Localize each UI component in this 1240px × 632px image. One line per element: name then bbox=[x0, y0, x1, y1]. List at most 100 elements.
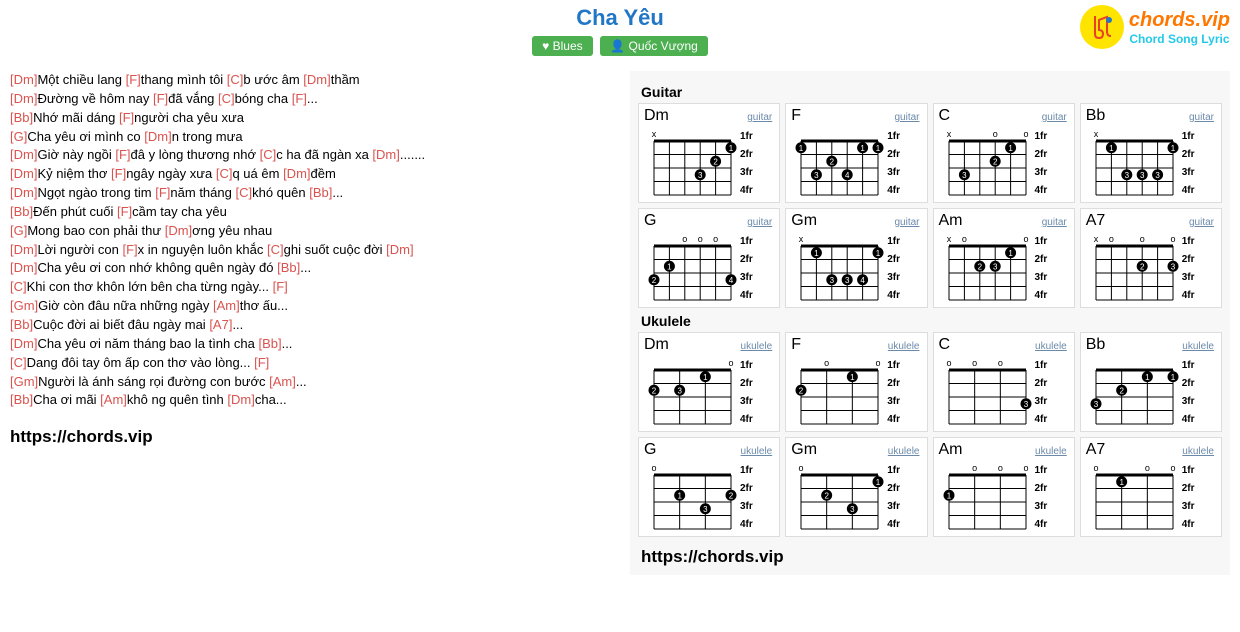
chord-box[interactable]: Gmukuleleo1231fr2fr3fr4fr bbox=[785, 437, 927, 537]
svg-text:o: o bbox=[1023, 463, 1028, 473]
chord-marker[interactable]: [Dm] bbox=[10, 147, 37, 162]
chord-box[interactable]: Bbukulele11231fr2fr3fr4fr bbox=[1080, 332, 1222, 432]
instrument-link[interactable]: ukulele bbox=[888, 341, 920, 352]
chord-marker[interactable]: [Dm] bbox=[303, 72, 330, 87]
chord-marker[interactable]: [Bb] bbox=[277, 260, 300, 275]
chord-box[interactable]: Gukuleleo1231fr2fr3fr4fr bbox=[638, 437, 780, 537]
instrument-link[interactable]: guitar bbox=[894, 217, 919, 228]
chord-marker[interactable]: [Bb] bbox=[309, 185, 332, 200]
chord-box[interactable]: Amguitarxoo1231fr2fr3fr4fr bbox=[933, 208, 1075, 308]
instrument-link[interactable]: guitar bbox=[894, 112, 919, 123]
chord-box[interactable]: Bbguitarx113331fr2fr3fr4fr bbox=[1080, 103, 1222, 203]
chord-marker[interactable]: [Dm] bbox=[386, 242, 413, 257]
chord-marker[interactable]: [Am] bbox=[269, 374, 296, 389]
instrument-link[interactable]: ukulele bbox=[1182, 341, 1214, 352]
chord-marker[interactable]: [Bb] bbox=[10, 204, 33, 219]
chord-marker[interactable]: [A7] bbox=[209, 317, 232, 332]
chord-marker[interactable]: [F] bbox=[122, 242, 137, 257]
chord-marker[interactable]: [Dm] bbox=[10, 72, 37, 87]
instrument-link[interactable]: guitar bbox=[1042, 217, 1067, 228]
chord-marker[interactable]: [F] bbox=[153, 91, 168, 106]
genre-tag[interactable]: ♥ Blues bbox=[532, 36, 592, 56]
chord-marker[interactable]: [F] bbox=[115, 147, 130, 162]
chord-marker[interactable]: [C] bbox=[10, 279, 27, 294]
fret-labels: 1fr2fr3fr4fr bbox=[884, 127, 900, 199]
chord-box[interactable]: Cukuleleooo31fr2fr3fr4fr bbox=[933, 332, 1075, 432]
chord-box[interactable]: A7guitarxooo231fr2fr3fr4fr bbox=[1080, 208, 1222, 308]
chord-marker[interactable]: [Dm] bbox=[165, 223, 192, 238]
lyric-text: đâ y lòng thương nhớ bbox=[131, 147, 260, 162]
site-link[interactable]: https://chords.vip bbox=[10, 425, 620, 450]
chord-diagram: ooo124 bbox=[642, 232, 737, 304]
chord-marker[interactable]: [F] bbox=[111, 166, 126, 181]
chord-box[interactable]: Amukuleleooo11fr2fr3fr4fr bbox=[933, 437, 1075, 537]
instrument-link[interactable]: guitar bbox=[747, 112, 772, 123]
chord-marker[interactable]: [Bb] bbox=[10, 317, 33, 332]
author-tag[interactable]: 👤 Quốc Vượng bbox=[600, 36, 708, 56]
svg-text:o: o bbox=[651, 463, 656, 473]
chord-box[interactable]: Gguitarooo1241fr2fr3fr4fr bbox=[638, 208, 780, 308]
chord-marker[interactable]: [Dm] bbox=[10, 91, 37, 106]
chord-marker[interactable]: [Am] bbox=[100, 392, 127, 407]
chord-box[interactable]: Fukuleleoo121fr2fr3fr4fr bbox=[785, 332, 927, 432]
svg-text:1: 1 bbox=[861, 144, 866, 153]
chord-marker[interactable]: [F] bbox=[155, 185, 170, 200]
chord-marker[interactable]: [C] bbox=[10, 355, 27, 370]
chord-marker[interactable]: [Dm] bbox=[10, 166, 37, 181]
chord-marker[interactable]: [C] bbox=[267, 242, 284, 257]
chord-marker[interactable]: [F] bbox=[117, 204, 132, 219]
instrument-link[interactable]: ukulele bbox=[1035, 341, 1067, 352]
chord-marker[interactable]: [Dm] bbox=[10, 260, 37, 275]
chord-marker[interactable]: [C] bbox=[216, 166, 233, 181]
chord-marker[interactable]: [Am] bbox=[213, 298, 240, 313]
lyric-line: [Dm]Kỷ niệm thơ [F]ngây ngày xưa [C]q uá… bbox=[10, 165, 620, 184]
panel-site-link[interactable]: https://chords.vip bbox=[638, 547, 1222, 567]
chord-box[interactable]: Dmukuleleo1231fr2fr3fr4fr bbox=[638, 332, 780, 432]
chord-marker[interactable]: [Dm] bbox=[144, 129, 171, 144]
chord-marker[interactable]: [Bb] bbox=[258, 336, 281, 351]
instrument-link[interactable]: guitar bbox=[1189, 112, 1214, 123]
chord-marker[interactable]: [G] bbox=[10, 129, 27, 144]
chord-marker[interactable]: [Gm] bbox=[10, 298, 38, 313]
chord-box[interactable]: A7ukuleleooo11fr2fr3fr4fr bbox=[1080, 437, 1222, 537]
svg-text:o: o bbox=[972, 358, 977, 368]
chord-marker[interactable]: [Bb] bbox=[10, 392, 33, 407]
chord-marker[interactable]: [C] bbox=[218, 91, 235, 106]
lyric-text: Nhớ mãi dáng bbox=[33, 110, 119, 125]
chord-marker[interactable]: [Dm] bbox=[10, 242, 37, 257]
instrument-link[interactable]: ukulele bbox=[1182, 446, 1214, 457]
chord-diagram: xooo23 bbox=[1084, 232, 1179, 304]
chord-marker[interactable]: [C] bbox=[227, 72, 244, 87]
site-logo[interactable]: chords.vip Chord Song Lyric bbox=[1080, 5, 1230, 49]
chord-box[interactable]: Dmguitarx1231fr2fr3fr4fr bbox=[638, 103, 780, 203]
chord-marker[interactable]: [Gm] bbox=[10, 374, 38, 389]
chord-marker[interactable]: [C] bbox=[260, 147, 277, 162]
chord-marker[interactable]: [Dm] bbox=[227, 392, 254, 407]
instrument-link[interactable]: ukulele bbox=[1035, 446, 1067, 457]
chord-marker[interactable]: [Dm] bbox=[372, 147, 399, 162]
chord-box[interactable]: Cguitarxoo1231fr2fr3fr4fr bbox=[933, 103, 1075, 203]
chord-diagram: 111234 bbox=[789, 127, 884, 199]
chord-marker[interactable]: [Bb] bbox=[10, 110, 33, 125]
instrument-link[interactable]: ukulele bbox=[741, 341, 773, 352]
chord-box[interactable]: Fguitar1112341fr2fr3fr4fr bbox=[785, 103, 927, 203]
chord-marker[interactable]: [C] bbox=[235, 185, 252, 200]
chord-marker[interactable]: [F] bbox=[292, 91, 307, 106]
instrument-link[interactable]: guitar bbox=[1042, 112, 1067, 123]
chord-marker[interactable]: [F] bbox=[254, 355, 269, 370]
instrument-link[interactable]: guitar bbox=[1189, 217, 1214, 228]
chord-marker[interactable]: [F] bbox=[273, 279, 288, 294]
instrument-link[interactable]: guitar bbox=[747, 217, 772, 228]
instrument-link[interactable]: ukulele bbox=[741, 446, 773, 457]
chord-box[interactable]: Gmguitarx113341fr2fr3fr4fr bbox=[785, 208, 927, 308]
chord-marker[interactable]: [F] bbox=[126, 72, 141, 87]
chord-marker[interactable]: [F] bbox=[119, 110, 134, 125]
svg-text:3: 3 bbox=[1124, 171, 1129, 180]
chord-row: Dmguitarx1231fr2fr3fr4frFguitar1112341fr… bbox=[638, 103, 1222, 203]
chord-marker[interactable]: [G] bbox=[10, 223, 27, 238]
instrument-link[interactable]: ukulele bbox=[888, 446, 920, 457]
chord-marker[interactable]: [Dm] bbox=[10, 336, 37, 351]
chord-marker[interactable]: [Dm] bbox=[283, 166, 310, 181]
chord-marker[interactable]: [Dm] bbox=[10, 185, 37, 200]
song-title: Cha Yêu bbox=[0, 5, 1240, 31]
